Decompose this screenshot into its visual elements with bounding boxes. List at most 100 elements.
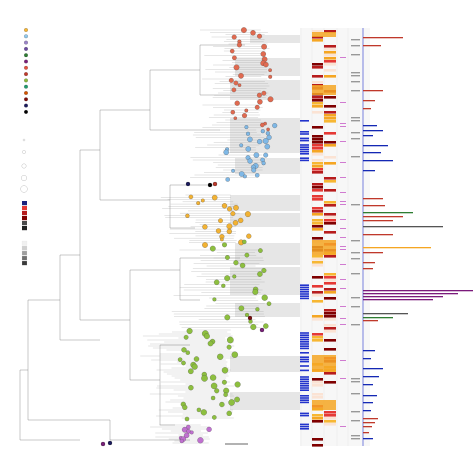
track-cell-heat xyxy=(312,333,323,336)
tip-marker xyxy=(234,396,240,403)
track-cell-heat xyxy=(312,276,323,279)
track-cell-blue xyxy=(300,423,309,426)
tip-marker xyxy=(201,375,208,382)
track-cell-heat xyxy=(324,312,336,315)
track-cell-blue xyxy=(300,387,309,389)
bar xyxy=(363,220,393,222)
tip-marker xyxy=(272,123,278,129)
tip-marker xyxy=(231,34,237,40)
bar xyxy=(363,252,383,254)
tip-marker xyxy=(255,307,260,312)
track-cell-gray xyxy=(351,75,360,77)
track-cell-blue xyxy=(300,286,309,289)
tip-marker xyxy=(244,211,251,218)
tip-marker xyxy=(259,327,265,333)
track-cell-heat xyxy=(312,85,336,95)
clade-shade xyxy=(235,158,300,174)
track-cell-heat xyxy=(324,30,336,33)
tip-marker xyxy=(226,410,232,417)
tip-marker xyxy=(213,279,220,286)
tip-marker xyxy=(223,149,229,155)
bar xyxy=(363,368,383,370)
track-cell-blue xyxy=(300,352,309,354)
tip-marker xyxy=(244,312,250,317)
legend-gray-swatch xyxy=(21,240,28,246)
tip-marker xyxy=(257,271,263,277)
track-cell-blue xyxy=(300,382,309,385)
tip-marker xyxy=(185,213,190,218)
track-cell-heat xyxy=(312,264,323,267)
track-cell-pink xyxy=(340,279,346,280)
bar xyxy=(363,247,431,249)
track-cell-heat xyxy=(324,60,336,63)
tip-marker xyxy=(209,245,216,252)
tip-marker xyxy=(263,152,269,158)
track-cell-heat xyxy=(312,207,323,210)
clade-shade xyxy=(235,243,300,265)
track-cell-heat xyxy=(312,318,323,321)
tip-marker xyxy=(226,344,232,350)
tip-marker xyxy=(221,379,227,385)
bar xyxy=(363,313,408,315)
tip-marker xyxy=(233,80,239,86)
tip-marker xyxy=(257,139,263,145)
tip-marker xyxy=(215,228,222,234)
tip-marker xyxy=(247,136,253,143)
bar xyxy=(363,145,388,147)
tip-marker xyxy=(221,283,226,288)
track-cell-heat xyxy=(312,438,323,441)
bar xyxy=(363,350,375,352)
clade-shade xyxy=(230,356,300,372)
tip-marker xyxy=(258,248,263,253)
track-cell-heat xyxy=(312,210,323,213)
legend-location-marker xyxy=(24,47,28,51)
tip-marker xyxy=(226,228,232,235)
track-cell-blue xyxy=(300,144,309,146)
tip-marker xyxy=(223,392,228,397)
track-cell-blue xyxy=(300,133,309,135)
track-cell-heat xyxy=(324,420,336,423)
track-cell-heat xyxy=(324,213,336,216)
bar xyxy=(363,293,458,295)
legend-location-marker xyxy=(24,28,28,32)
track-cell-blue xyxy=(300,385,309,387)
track-cell-pink xyxy=(340,264,346,265)
tip-marker xyxy=(196,201,201,206)
bar xyxy=(363,358,371,360)
bar xyxy=(363,205,385,207)
track-cell-heat xyxy=(312,168,323,171)
track-cell-gray xyxy=(351,297,360,299)
tip-marker xyxy=(211,194,218,201)
legend-location-marker xyxy=(24,65,28,70)
tip-marker xyxy=(244,252,250,258)
tip-marker xyxy=(247,158,253,164)
track-cell-gray xyxy=(351,117,360,119)
bar xyxy=(363,432,369,434)
tip-marker xyxy=(256,92,262,98)
tip-marker xyxy=(231,87,237,93)
track-cell-heat xyxy=(324,96,336,99)
bar xyxy=(363,108,371,110)
track-cell-heat xyxy=(312,75,323,78)
track-cell-heat xyxy=(312,183,323,186)
track-cell-heat xyxy=(312,39,323,42)
track-cell-gray xyxy=(351,90,360,92)
track-cell-heat xyxy=(312,291,323,294)
legend-location-marker xyxy=(24,34,28,39)
tip-marker xyxy=(229,48,235,54)
tip-marker xyxy=(181,347,187,353)
tip-marker xyxy=(260,122,265,128)
tip-marker xyxy=(241,27,247,33)
track-cell-heat xyxy=(324,201,336,204)
track-cell-pink xyxy=(340,141,346,142)
bar xyxy=(363,418,378,420)
tip-marker xyxy=(218,218,223,224)
track-cell-pink xyxy=(340,378,346,379)
bar xyxy=(363,299,433,301)
clade-shade xyxy=(230,392,300,410)
track-cell-gray xyxy=(351,438,360,440)
tree-tips xyxy=(100,27,278,447)
track-cell-heat xyxy=(312,378,323,381)
bar xyxy=(363,45,381,47)
